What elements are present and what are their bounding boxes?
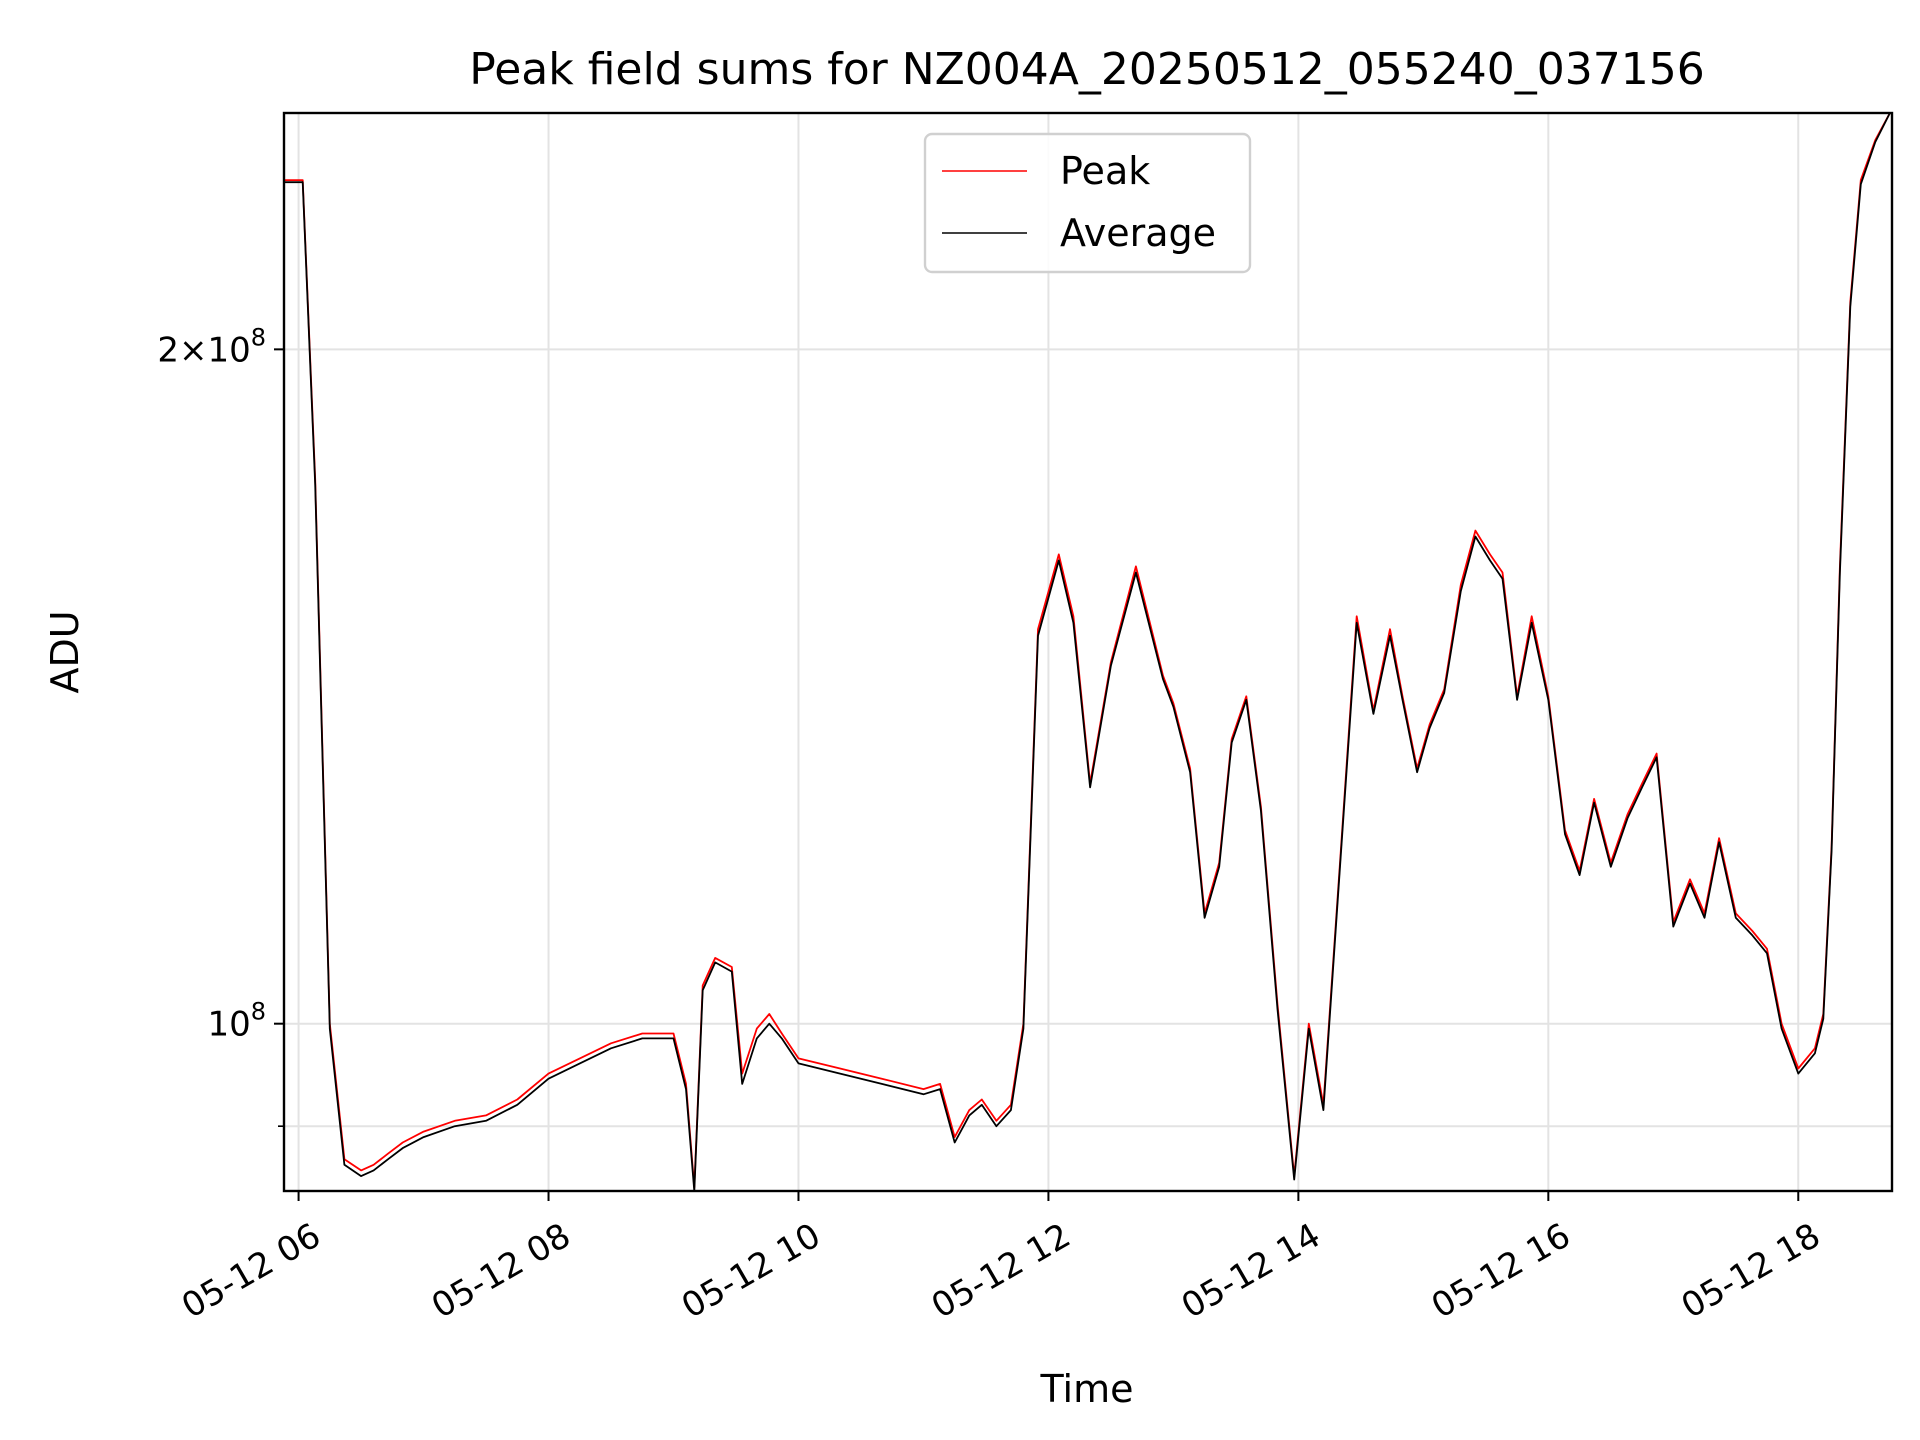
y-tick-label: 108 [207,998,266,1045]
legend-peak-label: Peak [1060,149,1150,193]
y-tick-label: 2×108 [157,323,266,370]
y-axis-label: ADU [43,610,87,693]
plot-frame [282,111,1894,1193]
legend-box [923,132,1252,274]
legend: Peak Average [923,132,1252,274]
legend-average-label: Average [1060,211,1216,255]
x-axis-label: Time [1040,1367,1134,1411]
y-axis: 108 2×108 [157,323,284,1127]
chart-title: Peak field sums for NZ004A_20250512_0552… [469,44,1704,95]
grid-lines [284,113,1892,1191]
series-line-average [284,112,1891,1192]
series-layer [284,112,1891,1192]
